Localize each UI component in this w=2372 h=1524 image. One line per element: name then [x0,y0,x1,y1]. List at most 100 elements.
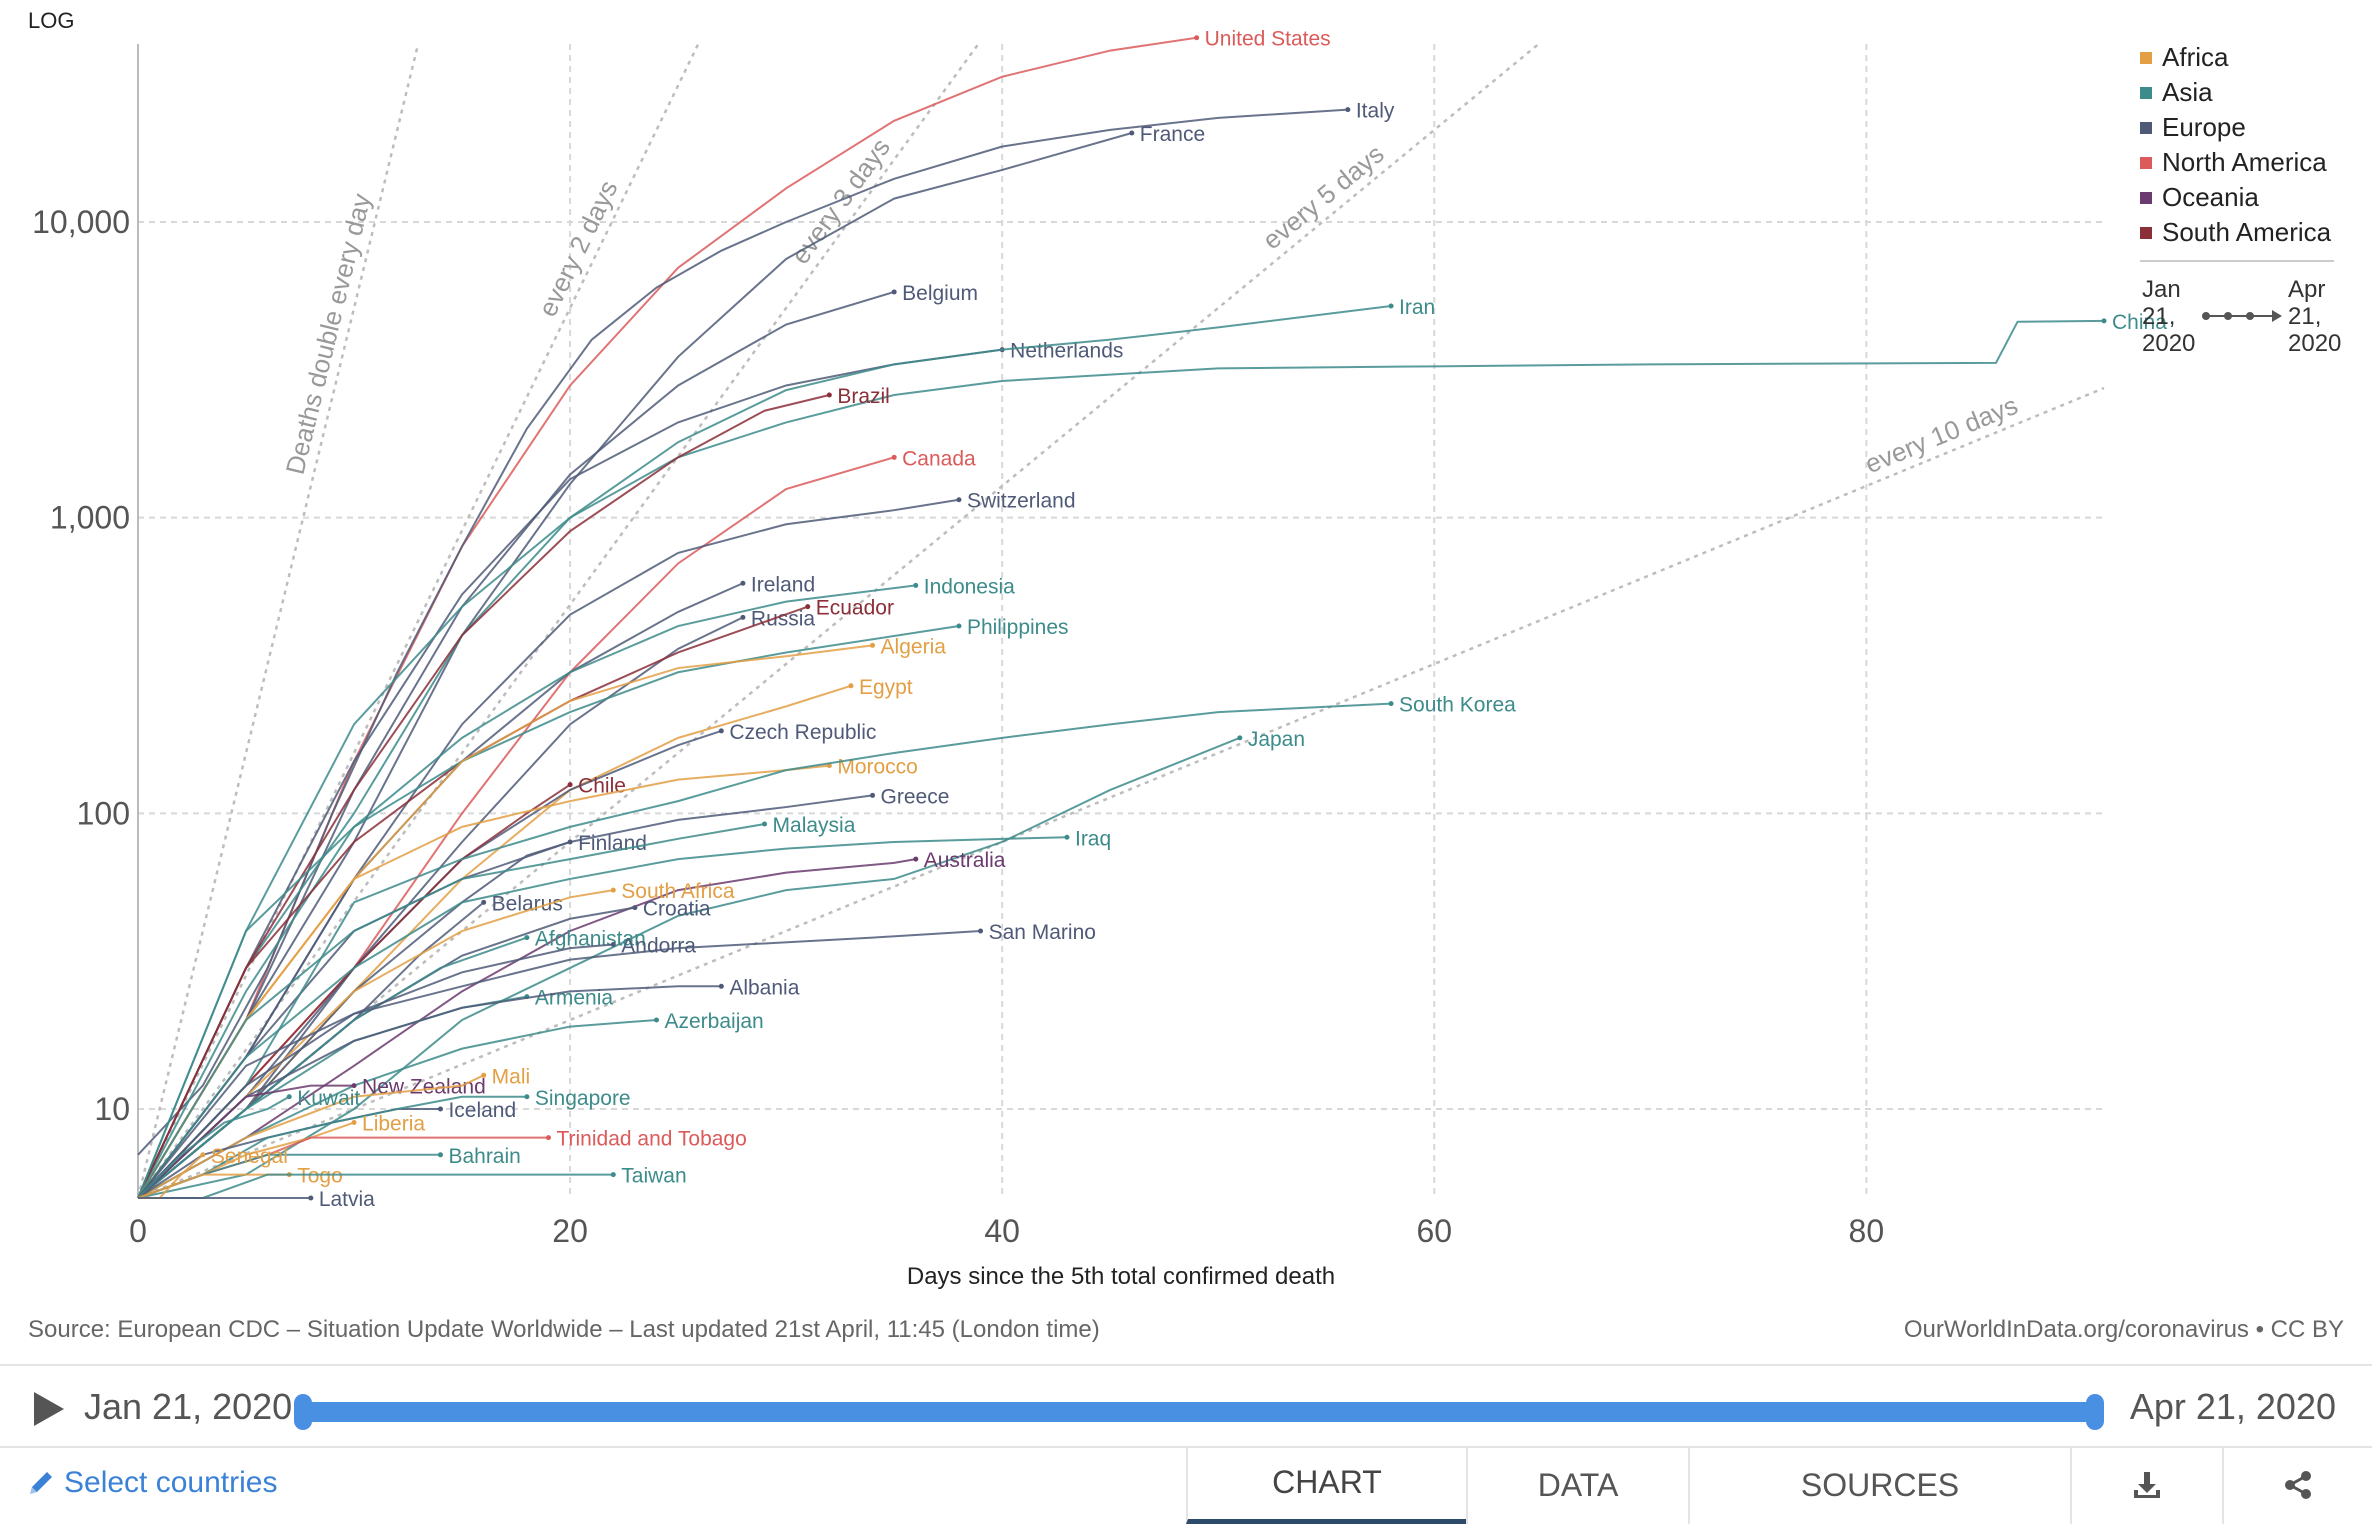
series-line [137,394,830,1199]
series-label[interactable]: South Korea [1399,694,1516,717]
series-label[interactable]: New Zealand [362,1076,486,1099]
series-label[interactable]: Mali [492,1065,531,1088]
series-label[interactable]: Iceland [448,1099,516,1122]
legend-swatch [2140,121,2152,134]
series-label[interactable]: Iraq [1075,827,1111,850]
legend-swatch [2140,51,2152,64]
series-label[interactable]: Switzerland [967,490,1076,513]
series-label[interactable]: Greece [881,785,950,808]
doubling-reference-line [136,43,700,1199]
series-line [137,764,830,1199]
doubling-reference-line [137,386,2105,1200]
series-label[interactable]: Ireland [751,573,815,596]
timeline-start-handle[interactable] [294,1394,312,1430]
x-axis-title: Days since the 5th total confirmed death [907,1263,1335,1290]
download-button[interactable] [2070,1446,2222,1524]
series-label[interactable]: Afghanistan [535,928,646,951]
series-label[interactable]: Algeria [881,635,947,658]
series-label[interactable]: Canada [902,447,976,470]
series-endpoint [524,935,530,941]
legend-item[interactable]: Africa [2140,40,2331,75]
series-label[interactable]: Belgium [902,282,978,305]
series-label[interactable]: Liberia [362,1113,425,1136]
series-label[interactable]: Philippines [967,616,1069,639]
series-endpoint [913,856,919,862]
series-line [137,132,1133,1199]
tab-sources[interactable]: SOURCES [1688,1446,2070,1524]
series-endpoint [437,1106,443,1112]
series-endpoint [718,983,724,989]
series-line [137,858,916,1199]
series-label[interactable]: Armenia [535,987,614,1010]
series-endpoint [956,497,962,503]
source-note: Source: European CDC – Situation Update … [28,1316,1100,1343]
series-endpoint [1237,735,1243,741]
series-label[interactable]: Belarus [492,892,563,915]
series-label[interactable]: Singapore [535,1087,631,1110]
tab-chart[interactable]: CHART [1186,1446,1466,1524]
source-link[interactable]: OurWorldInData.org/coronavirus • CC BY [1903,1316,2344,1343]
series-label[interactable]: Azerbaijan [665,1010,764,1033]
series-label[interactable]: Czech Republic [729,721,876,744]
legend-item[interactable]: South America [2140,215,2331,250]
series-label[interactable]: Brazil [837,385,890,408]
legend-item[interactable]: Oceania [2140,180,2331,215]
series-label[interactable]: Australia [924,849,1006,872]
doubling-reference-line [137,43,1540,1199]
time-legend-arrow-icon [2202,310,2282,322]
series-label[interactable]: Kuwait [297,1087,360,1110]
series-label[interactable]: Taiwan [621,1165,686,1188]
series-label[interactable]: Egypt [859,676,913,699]
series-endpoint [891,289,897,295]
legend-label: Europe [2162,112,2246,142]
series-label[interactable]: Bahrain [448,1145,520,1168]
legend-item[interactable]: North America [2140,145,2331,180]
x-tick-label: 0 [129,1213,147,1249]
timeline-track[interactable] [302,1402,2096,1422]
play-icon[interactable] [32,1390,66,1428]
series-label[interactable]: Finland [578,832,647,855]
select-countries-button[interactable]: Select countries [26,1466,277,1500]
series-label[interactable]: Albania [729,976,799,999]
series-label[interactable]: Latvia [319,1188,375,1211]
legend-item[interactable]: Asia [2140,75,2331,110]
series-label[interactable]: South Africa [621,880,735,903]
series-label[interactable]: Morocco [837,756,918,779]
series-label[interactable]: Malaysia [773,814,856,837]
series-endpoint [956,623,962,629]
series-label[interactable]: Togo [297,1165,343,1188]
series-label[interactable]: San Marino [989,921,1096,944]
series-line [137,319,2105,1199]
series-line [137,736,1241,1199]
scale-toggle-log[interactable]: LOG [28,8,74,33]
legend-item[interactable]: Europe [2140,110,2331,145]
series-endpoint [200,1152,206,1158]
legend-label: North America [2162,147,2327,177]
series-label[interactable]: China [2112,311,2167,334]
tab-data[interactable]: DATA [1466,1446,1688,1524]
series-label[interactable]: Andorra [621,935,696,958]
series-endpoint [567,839,573,845]
series-label[interactable]: Italy [1356,100,1395,123]
series-endpoint [1388,303,1394,309]
share-button[interactable] [2222,1446,2372,1524]
series-label[interactable]: Senegal [211,1145,288,1168]
x-tick-label: 60 [1416,1213,1452,1249]
series-endpoint [308,1195,314,1201]
series-label[interactable]: Ecuador [816,597,894,620]
series-line [137,1074,485,1199]
timeline-end-handle[interactable] [2086,1394,2104,1430]
legend-label: Oceania [2162,182,2259,212]
series-endpoint [870,792,876,798]
series-label[interactable]: Russia [751,607,816,630]
series-label[interactable]: Croatia [643,898,711,921]
series-label[interactable]: United States [1205,28,1331,51]
series-line [137,943,614,1199]
series-label[interactable]: Japan [1248,728,1305,751]
series-label[interactable]: Indonesia [924,575,1015,598]
series-label[interactable]: France [1140,123,1205,146]
series-endpoint [286,1094,292,1100]
series-label[interactable]: Iran [1399,296,1435,319]
series-label[interactable]: Trinidad and Tobago [556,1128,746,1151]
series-endpoint [610,942,616,948]
